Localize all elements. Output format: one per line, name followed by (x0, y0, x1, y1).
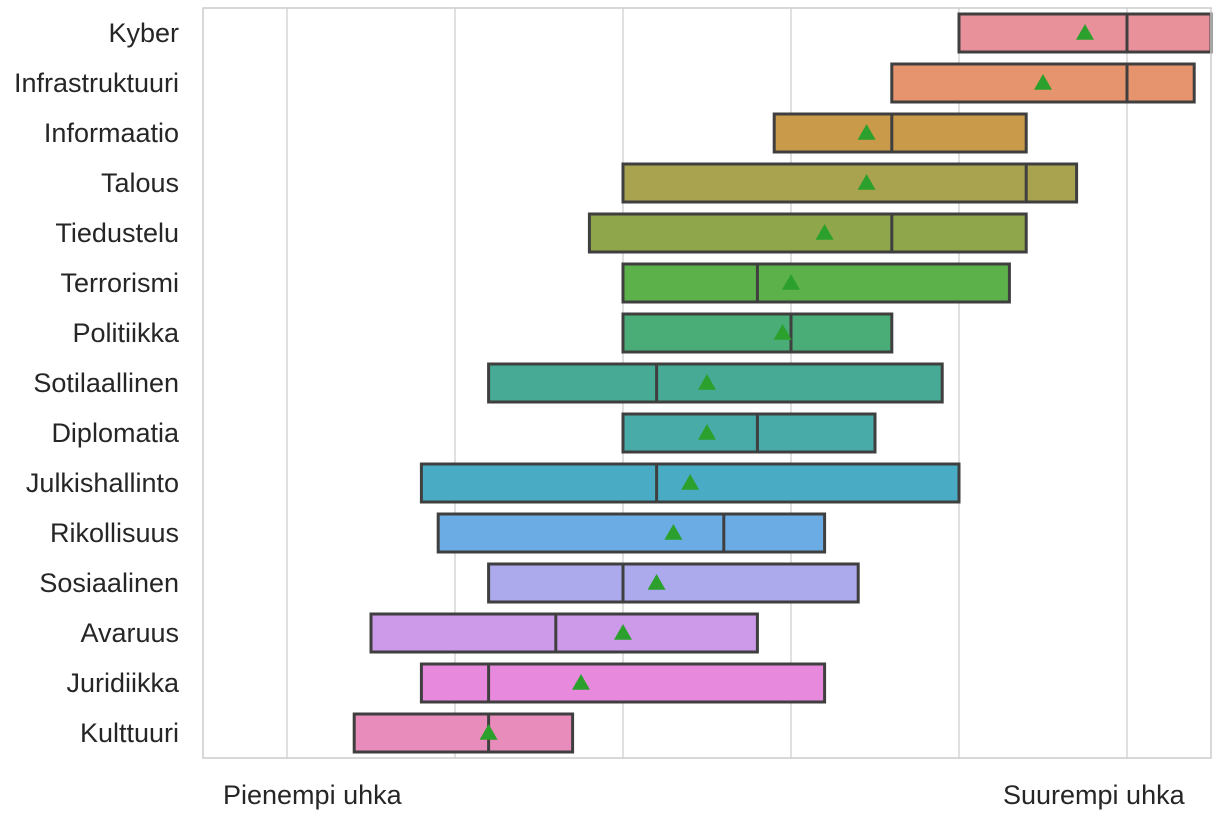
box-diplomatia (621, 412, 877, 454)
category-labels: Kyber Infrastruktuuri Informaatio Talous Tie… (14, 18, 180, 748)
mean-marker (614, 624, 632, 640)
mean-marker (815, 224, 834, 240)
mean-marker (857, 124, 876, 140)
category-label: Sotilaallinen (33, 368, 179, 398)
mean-marker (647, 574, 666, 590)
box-tiedustelu (587, 212, 1028, 254)
box-talous (621, 162, 1079, 204)
mean-marker (681, 474, 700, 490)
x-axis-right-label: Suurempi uhka (1003, 780, 1185, 810)
mean-marker (572, 674, 590, 690)
box-rikollisuus (436, 512, 827, 554)
category-label: Tiedustelu (55, 218, 179, 248)
category-label: Rikollisuus (50, 518, 179, 548)
mean-marker (698, 424, 716, 440)
box-politiikka (621, 312, 894, 354)
category-label: Informaatio (44, 118, 179, 148)
category-label: Kulttuuri (80, 718, 179, 748)
plot-frame (202, 7, 1212, 759)
box-avaruus (369, 612, 759, 654)
mean-marker (1034, 74, 1052, 90)
x-axis-left-label: Pienempi uhka (223, 780, 402, 810)
box-juridiikka (419, 662, 827, 704)
mean-marker (664, 524, 683, 540)
box-informaatio (772, 112, 1028, 154)
category-label: Terrorismi (61, 268, 180, 298)
category-label: Diplomatia (51, 418, 180, 448)
category-label: Juridiikka (66, 668, 180, 698)
mean-marker (857, 174, 876, 190)
mean-marker (479, 724, 498, 740)
box-terrorismi (621, 262, 1011, 304)
box-sotilaallinen (487, 362, 944, 404)
category-label: Julkishallinto (26, 468, 179, 498)
category-label: Kyber (108, 18, 179, 48)
category-label: Avaruus (80, 618, 179, 648)
mean-marker (698, 374, 716, 390)
category-label: Infrastruktuuri (14, 68, 179, 98)
category-label: Politiikka (72, 318, 180, 348)
mean-marker (773, 324, 792, 340)
category-label: Talous (101, 168, 179, 198)
mean-markers (479, 24, 1094, 740)
box-sosiaalinen (487, 562, 860, 604)
box-kulttuuri (352, 712, 575, 754)
box-series (352, 12, 1213, 754)
mean-marker (1076, 24, 1094, 40)
mean-marker (782, 274, 800, 290)
box-kyber (957, 12, 1213, 54)
category-label: Sosiaalinen (39, 568, 179, 598)
